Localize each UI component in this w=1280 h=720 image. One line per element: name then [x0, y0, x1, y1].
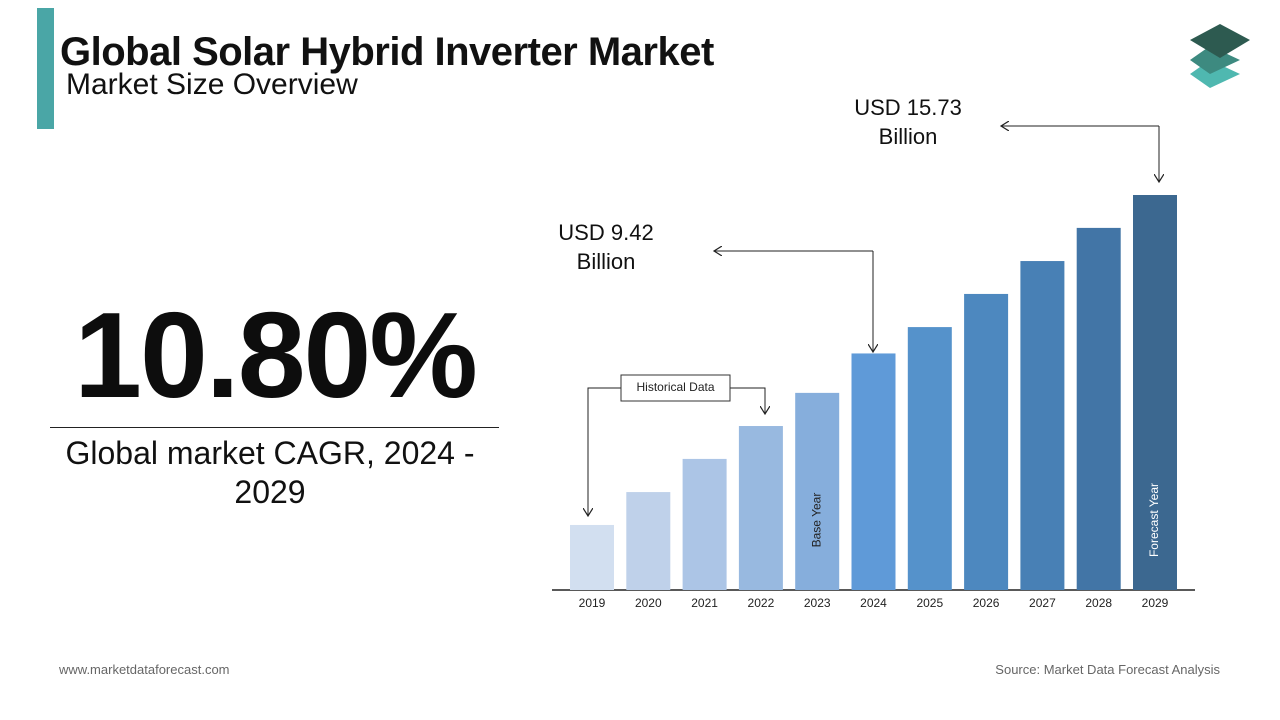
bar	[795, 392, 840, 590]
value-label: USD 9.42 Billion	[558, 220, 654, 274]
bar	[682, 458, 727, 590]
subtitle: Market Size Overview	[66, 68, 358, 101]
x-tick-label: 2029	[1142, 596, 1169, 610]
cagr-value: 10.80%	[74, 287, 478, 423]
bar	[964, 293, 1009, 590]
x-tick-label: 2028	[1085, 596, 1112, 610]
website: www.marketdataforecast.com	[59, 662, 230, 677]
x-tick-label: 2020	[635, 596, 662, 610]
arrow	[588, 387, 621, 516]
accent-bar	[37, 8, 54, 129]
source: Source: Market Data Forecast Analysis	[995, 662, 1220, 677]
bar	[1133, 195, 1177, 590]
x-tick-label: 2027	[1029, 596, 1056, 610]
x-tick-label: 2019	[579, 596, 606, 610]
x-tick-label: 2022	[748, 596, 775, 610]
x-tick-label: 2024	[860, 596, 887, 610]
bar	[851, 353, 896, 590]
bar	[738, 426, 783, 590]
bar	[1076, 227, 1121, 590]
x-tick-label: 2025	[916, 596, 943, 610]
bar-note: Forecast Year	[1147, 483, 1161, 557]
arrow	[730, 387, 765, 414]
value-label: USD 15.73 Billion	[854, 95, 962, 149]
bar	[1020, 261, 1065, 590]
annotation: Historical Data	[636, 380, 714, 394]
bar	[907, 327, 952, 590]
logo	[1190, 24, 1250, 88]
x-tick-label: 2021	[691, 596, 718, 610]
divider	[50, 427, 499, 428]
bar-note: Base Year	[809, 493, 823, 548]
bar	[626, 492, 671, 590]
cagr-caption: Global market CAGR, 2024 - 2029	[65, 435, 475, 510]
x-tick-label: 2023	[804, 596, 831, 610]
title: Global Solar Hybrid Inverter Market	[60, 30, 714, 74]
bar	[570, 524, 614, 590]
annotation-box	[620, 374, 731, 402]
x-tick-label: 2026	[973, 596, 1000, 610]
